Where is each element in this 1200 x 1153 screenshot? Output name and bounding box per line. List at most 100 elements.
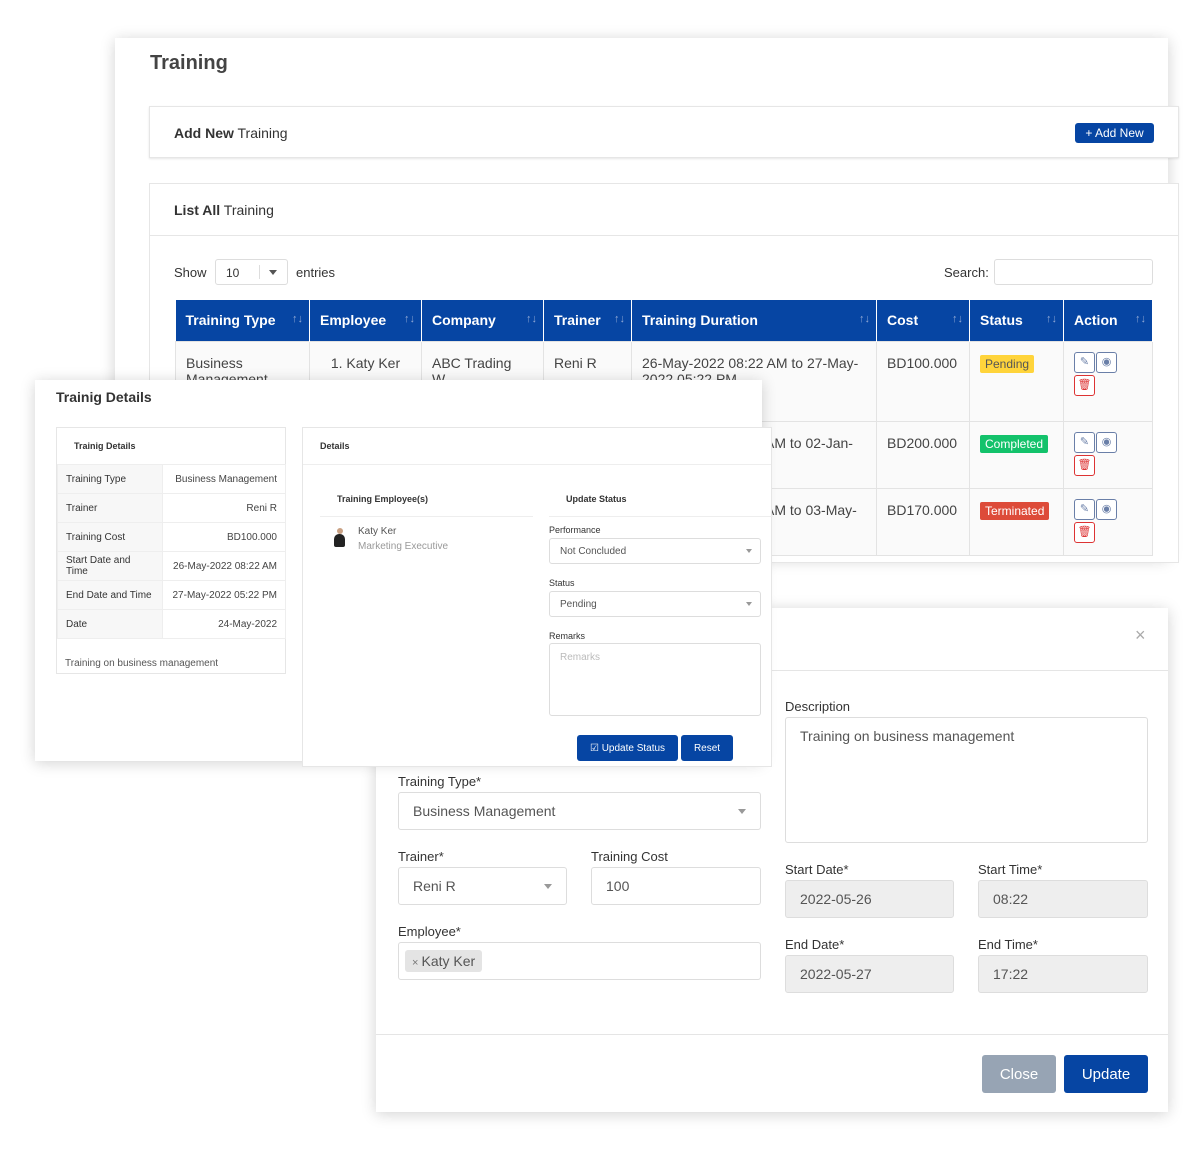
- close-icon[interactable]: ×: [1135, 625, 1146, 645]
- checkbox-icon: ☑: [589, 742, 602, 754]
- column-header[interactable]: Training Duration ↑↓: [631, 300, 877, 341]
- end-time-label: End Time*: [978, 937, 1038, 952]
- end-date-input[interactable]: 2022-05-27: [785, 955, 954, 993]
- details-row: End Date and Time 27-May-2022 05:22 PM: [57, 580, 286, 610]
- description-textarea[interactable]: Training on business management: [785, 717, 1148, 843]
- sort-icon: ↑↓: [952, 313, 963, 325]
- details-modal-title: Trainig Details: [56, 389, 152, 405]
- view-icon[interactable]: ◉: [1096, 431, 1117, 453]
- trainer-select[interactable]: Reni R: [398, 867, 567, 905]
- training-type-select[interactable]: Business Management: [398, 792, 761, 830]
- details-table: Training Type Business Management Trainer R…: [57, 464, 286, 639]
- action-cell: ✎ ◉ 🗑: [1063, 340, 1153, 422]
- update-status-label: Update Status: [601, 742, 666, 754]
- sort-icon: ↑↓: [614, 313, 625, 325]
- status-select[interactable]: Pending: [549, 591, 761, 617]
- sort-icon: ↑↓: [1046, 313, 1057, 325]
- add-training-card: Add New Training + Add New: [149, 106, 1179, 158]
- sort-icon: ↑↓: [1135, 313, 1146, 325]
- start-date-value: 2022-05-26: [800, 891, 872, 907]
- cost-value: 100: [606, 878, 630, 894]
- search-label: Search:: [944, 265, 989, 280]
- performance-select[interactable]: Not Concluded: [549, 538, 761, 564]
- details-label: Trainer: [57, 493, 163, 523]
- details-row: Training Cost BD100.000: [57, 522, 286, 552]
- details-row: Date 24-May-2022: [57, 609, 286, 639]
- employee-tag[interactable]: × Katy Ker: [405, 950, 483, 972]
- employee-multiselect[interactable]: × Katy Ker: [398, 942, 761, 980]
- cost-cell: BD200.000: [876, 420, 970, 489]
- sort-icon: ↑↓: [526, 313, 537, 325]
- column-header-label: Employee: [320, 312, 387, 329]
- delete-icon[interactable]: 🗑: [1074, 521, 1095, 543]
- column-header-label: Action: [1074, 312, 1118, 329]
- cost-cell: BD170.000: [876, 487, 970, 556]
- sort-icon: ↑↓: [859, 313, 870, 325]
- view-icon[interactable]: ◉: [1096, 498, 1117, 520]
- list-card-title: Training: [220, 202, 274, 218]
- start-date-label: Start Date*: [785, 862, 849, 877]
- end-time-input[interactable]: 17:22: [978, 955, 1148, 993]
- edit-training-modal: × Description Training on business manag…: [376, 608, 1168, 1112]
- employee-designation: Marketing Executive: [358, 541, 449, 552]
- column-header[interactable]: Action ↑↓: [1063, 300, 1153, 341]
- delete-icon[interactable]: 🗑: [1074, 374, 1095, 396]
- start-time-label: Start Time*: [978, 862, 1043, 877]
- column-header[interactable]: Trainer ↑↓: [543, 300, 632, 341]
- column-header[interactable]: Employee ↑↓: [309, 300, 422, 341]
- entries-label: entries: [296, 265, 336, 280]
- chevron-down-icon: [746, 602, 752, 609]
- column-header-label: Company: [432, 312, 496, 329]
- training-type-value: Business Management: [413, 803, 556, 819]
- add-new-button[interactable]: + Add New: [1075, 123, 1154, 143]
- description-value: Training on business management: [800, 728, 1015, 744]
- details-label: End Date and Time: [57, 580, 163, 610]
- trainer-label: Trainer*: [398, 849, 444, 864]
- reset-button[interactable]: Reset: [681, 735, 733, 761]
- details-label: Start Date and Time: [57, 551, 163, 581]
- show-label: Show: [174, 265, 207, 280]
- cost-label: Training Cost: [591, 849, 668, 864]
- employee-label: Employee*: [398, 924, 461, 939]
- view-icon[interactable]: ◉: [1096, 351, 1117, 373]
- update-status-button[interactable]: ☑ Update Status: [577, 735, 678, 761]
- details-row: Training Type Business Management: [57, 464, 286, 494]
- close-button[interactable]: Close: [982, 1055, 1056, 1093]
- column-header[interactable]: Cost ↑↓: [876, 300, 970, 341]
- sort-icon: ↑↓: [292, 313, 303, 325]
- performance-value: Not Concluded: [560, 545, 627, 557]
- action-cell: ✎ ◉ 🗑: [1063, 487, 1153, 556]
- status-value: Pending: [560, 598, 597, 610]
- search-input[interactable]: [994, 259, 1153, 285]
- column-header[interactable]: Status ↑↓: [969, 300, 1064, 341]
- delete-icon[interactable]: 🗑: [1074, 454, 1095, 476]
- start-date-input[interactable]: 2022-05-26: [785, 880, 954, 918]
- column-header-label: Training Type: [185, 312, 276, 329]
- training-details-modal: Trainig Details Trainig Details Training…: [35, 380, 773, 767]
- employees-title: Training Employee(s): [337, 494, 429, 504]
- cost-cell: BD100.000: [876, 340, 970, 422]
- details-label: Training Cost: [57, 522, 163, 552]
- cost-input[interactable]: 100: [591, 867, 761, 905]
- remove-tag-icon[interactable]: ×: [412, 957, 422, 969]
- end-time-value: 17:22: [993, 966, 1029, 982]
- column-header[interactable]: Training Type ↑↓: [175, 300, 310, 341]
- remarks-textarea[interactable]: Remarks: [549, 643, 761, 716]
- details-row: Start Date and Time 26-May-2022 08:22 AM: [57, 551, 286, 581]
- update-status-title: Update Status: [566, 494, 627, 504]
- edit-icon[interactable]: ✎: [1074, 498, 1095, 520]
- edit-icon[interactable]: ✎: [1074, 351, 1095, 373]
- update-button[interactable]: Update: [1064, 1055, 1148, 1093]
- remarks-label: Remarks: [549, 631, 586, 641]
- add-card-title-bold: Add New: [174, 125, 234, 141]
- entries-select[interactable]: 10: [215, 259, 288, 285]
- end-date-label: End Date*: [785, 937, 845, 952]
- action-cell: ✎ ◉ 🗑: [1063, 420, 1153, 489]
- start-time-input[interactable]: 08:22: [978, 880, 1148, 918]
- column-header[interactable]: Company ↑↓: [421, 300, 544, 341]
- performance-label: Performance: [549, 525, 601, 535]
- details-value: 26-May-2022 08:22 AM: [162, 551, 286, 581]
- description-label: Description: [785, 699, 851, 714]
- status-badge: Completed: [980, 434, 1049, 453]
- edit-icon[interactable]: ✎: [1074, 431, 1095, 453]
